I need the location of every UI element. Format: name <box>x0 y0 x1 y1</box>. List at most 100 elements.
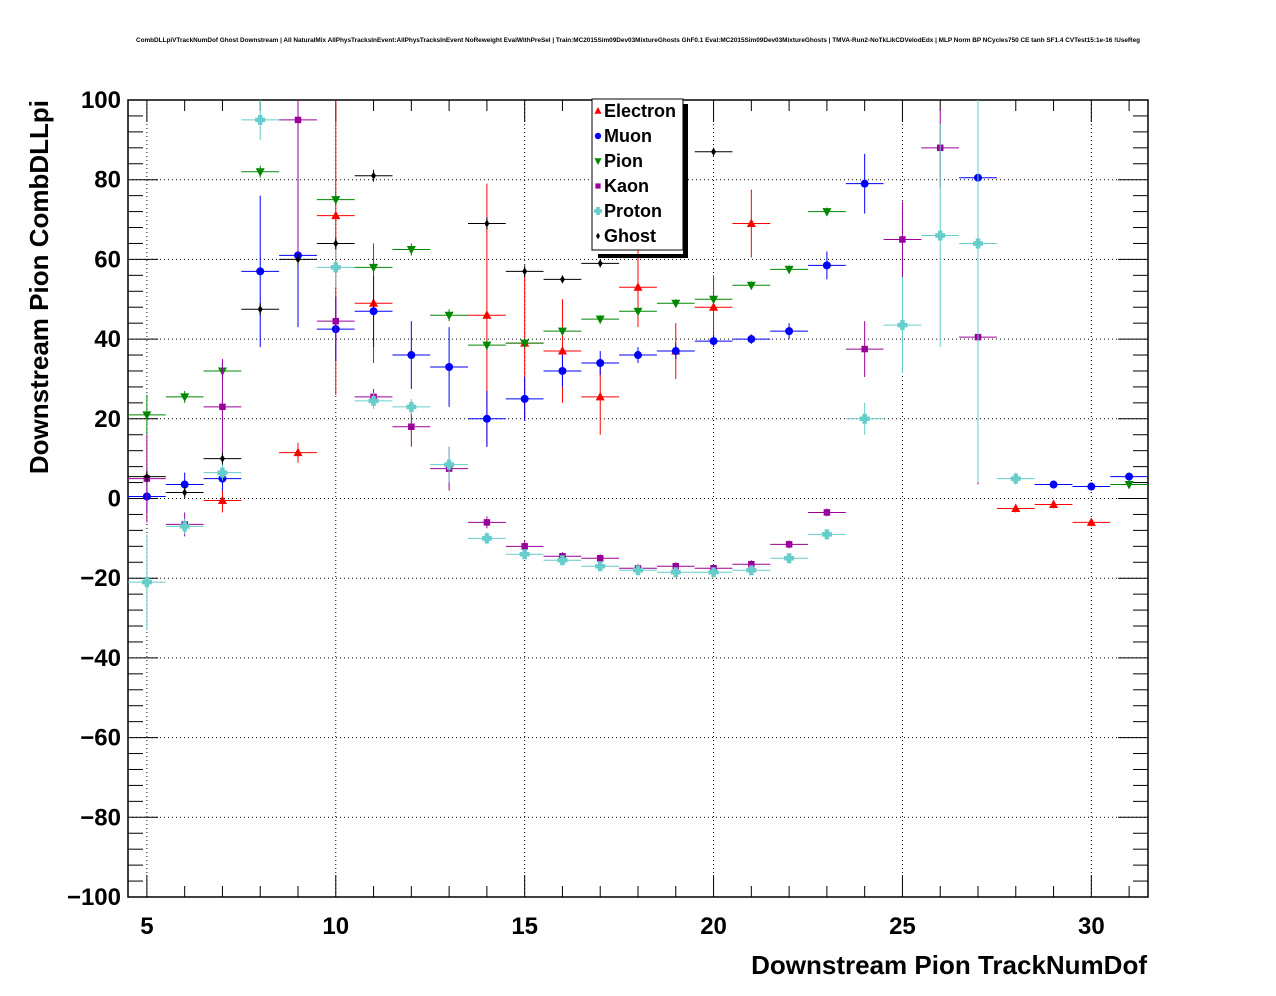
x-tick-label: 20 <box>700 913 727 940</box>
y-tick-label: −100 <box>67 884 121 911</box>
chart-title: CombDLLpiVTrackNumDof Ghost Downstream |… <box>136 37 1140 44</box>
data-point <box>444 311 454 321</box>
data-point <box>407 351 416 360</box>
data-point <box>596 359 605 368</box>
data-point <box>559 275 565 284</box>
data-point <box>711 147 717 156</box>
data-point <box>141 577 152 588</box>
data-point <box>1011 503 1021 512</box>
legend-marker-proton <box>594 207 602 215</box>
data-point <box>1087 482 1096 491</box>
data-point <box>182 488 188 497</box>
data-point <box>558 366 567 375</box>
y-tick-label: 0 <box>108 486 121 513</box>
data-point <box>444 459 455 470</box>
data-point <box>672 562 680 570</box>
data-point <box>747 335 756 344</box>
data-point <box>671 299 681 309</box>
data-point <box>1049 499 1059 508</box>
data-point <box>217 467 228 478</box>
y-tick-label: 60 <box>94 246 121 273</box>
legend-label-muon: Muon <box>604 126 652 146</box>
data-point <box>633 282 643 291</box>
data-point <box>822 261 831 270</box>
data-point <box>180 480 189 489</box>
data-point <box>371 171 377 180</box>
data-point <box>330 262 341 273</box>
data-point <box>179 521 190 532</box>
x-axis-title: Downstream Pion TrackNumDof <box>751 950 1147 980</box>
data-point <box>633 307 643 317</box>
tick-labels: 5 10 15 20 25 30 −100 −80 −60 −40 −20 0 20 40 60 80 100 <box>67 87 1105 940</box>
y-tick-label: −20 <box>80 565 121 592</box>
legend-shadow-right <box>683 104 688 258</box>
data-point <box>522 267 528 276</box>
legend-label-pion: Pion <box>604 151 643 171</box>
x-tick-label: 10 <box>322 913 349 940</box>
data-point <box>294 116 302 124</box>
data-point <box>520 339 530 349</box>
data-point <box>748 561 755 568</box>
data-point <box>369 263 379 273</box>
data-point <box>142 411 152 420</box>
data-point <box>557 327 567 337</box>
data-point <box>897 320 908 331</box>
data-point <box>822 208 832 217</box>
y-axis-title: Downstream Pion CombDLLpi <box>24 100 54 474</box>
data-point <box>217 495 227 504</box>
data-point <box>257 305 263 314</box>
data-point <box>1049 480 1058 489</box>
data-point <box>671 347 680 356</box>
legend-label-ghost: Ghost <box>604 226 656 246</box>
data-point <box>557 555 568 566</box>
data-point <box>821 529 832 540</box>
data-point <box>332 317 340 325</box>
data-point <box>709 302 719 311</box>
data-point <box>256 267 265 276</box>
data-point <box>746 565 757 576</box>
data-point <box>633 565 643 576</box>
series-layer <box>128 100 1148 631</box>
data-point <box>634 351 642 360</box>
data-point <box>595 315 605 325</box>
data-point <box>406 401 417 412</box>
data-point <box>746 218 756 228</box>
data-point <box>368 395 379 406</box>
legend: Electron Muon Pion Kaon Proton Ghost <box>591 98 688 258</box>
legend-label-proton: Proton <box>604 201 662 221</box>
axis-ticks <box>128 99 1148 898</box>
data-point <box>483 519 491 526</box>
y-tick-label: −80 <box>80 804 121 831</box>
data-point <box>899 236 906 243</box>
data-point <box>1010 473 1021 484</box>
legend-entries: Electron Muon Pion Kaon Proton Ghost <box>594 101 676 246</box>
data-point <box>859 413 870 424</box>
x-tick-label: 15 <box>511 913 538 940</box>
data-point <box>595 561 606 572</box>
data-point <box>482 414 491 423</box>
data-point <box>219 454 225 463</box>
legend-label-electron: Electron <box>604 101 676 121</box>
data-point <box>596 555 604 562</box>
data-point <box>219 403 226 411</box>
data-point <box>823 509 831 516</box>
series-ghost <box>128 147 733 499</box>
data-point <box>935 230 946 241</box>
data-point <box>180 393 190 402</box>
data-point <box>482 341 492 351</box>
data-point <box>295 255 301 264</box>
legend-marker-kaon <box>595 183 601 189</box>
y-tick-label: 40 <box>94 326 121 353</box>
y-tick-label: −60 <box>80 725 121 752</box>
legend-marker-electron <box>594 107 602 114</box>
data-point <box>746 281 756 291</box>
data-point <box>557 346 567 355</box>
data-point <box>709 295 719 305</box>
data-point <box>255 114 266 125</box>
data-point <box>331 196 341 205</box>
data-point <box>293 447 303 457</box>
y-tick-label: 20 <box>94 406 121 433</box>
data-point <box>861 345 868 353</box>
data-point <box>595 391 605 401</box>
data-point <box>785 541 793 548</box>
